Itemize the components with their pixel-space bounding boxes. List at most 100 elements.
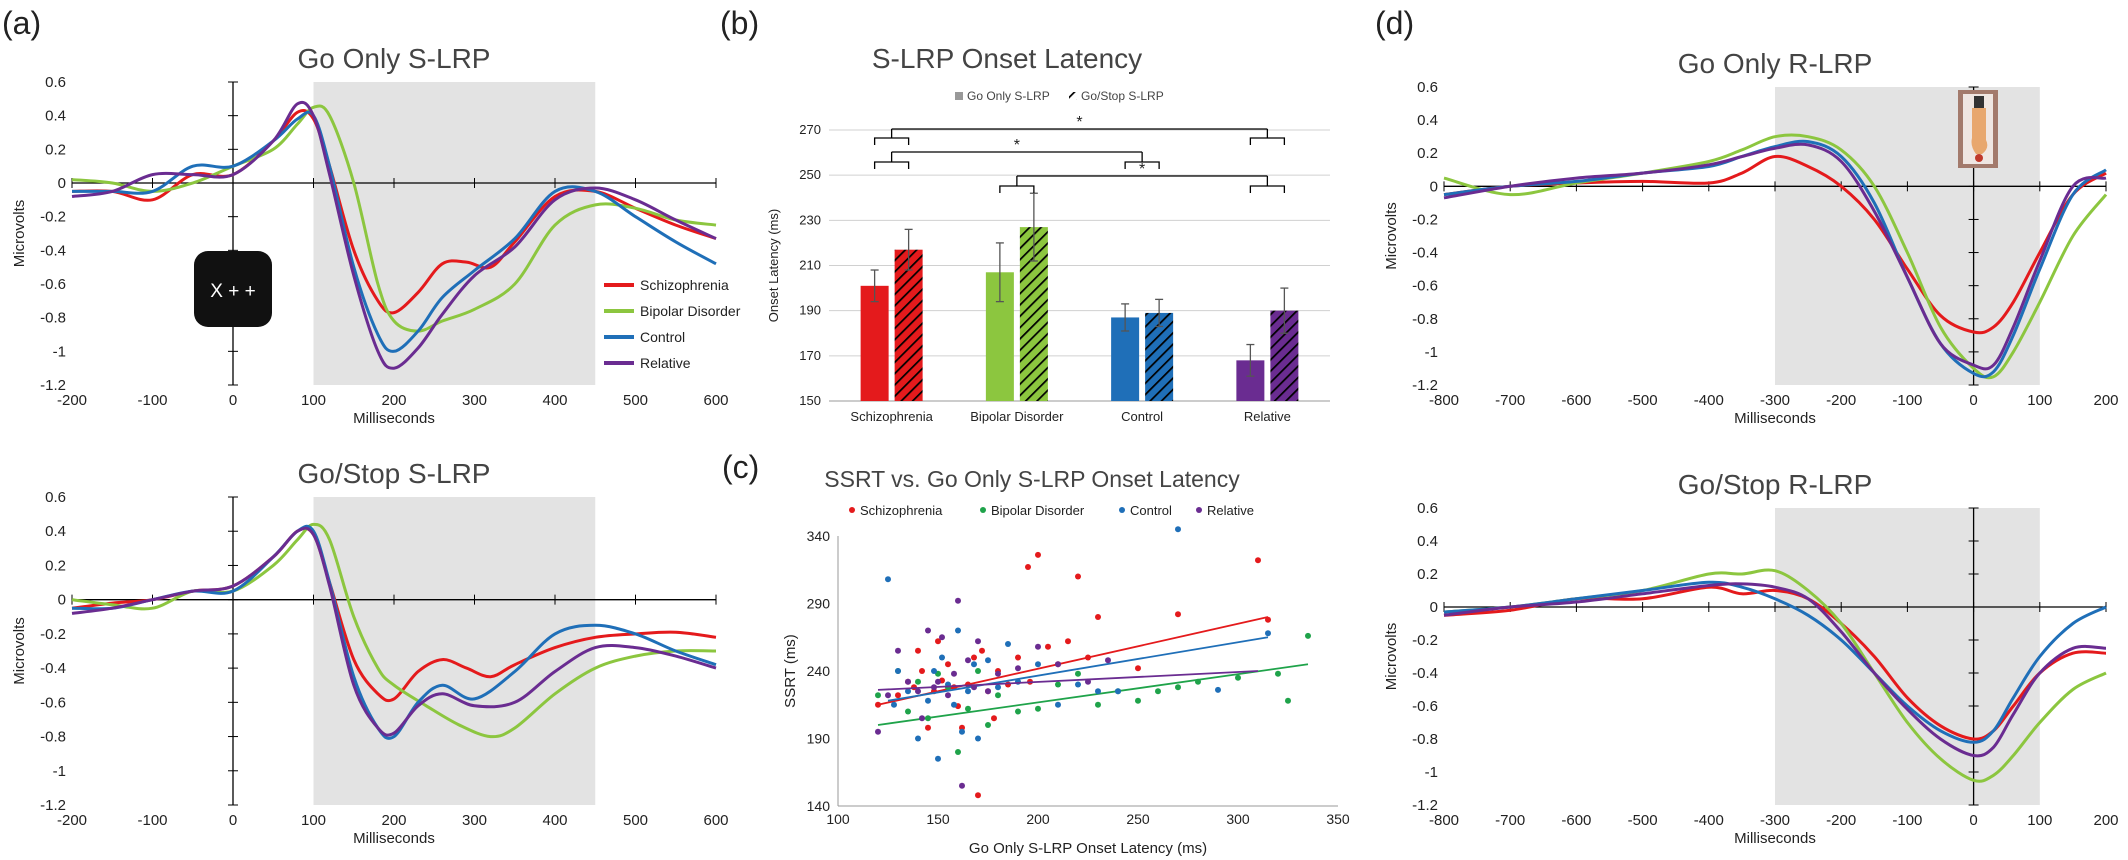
chart-title: Go Only S-LRP: [298, 43, 491, 74]
legend-marker: [980, 507, 986, 513]
point-relative: [945, 692, 951, 699]
point-control: [1115, 688, 1121, 695]
point-schizophrenia: [979, 647, 985, 654]
point-control: [925, 697, 931, 704]
point-relative: [985, 688, 991, 695]
y-tick-label: -0.6: [40, 276, 66, 293]
x-tick-label: 100: [301, 392, 326, 409]
point-schizophrenia: [991, 715, 997, 722]
x-axis-label: Milliseconds: [1734, 830, 1816, 847]
x-tick-label: 0: [229, 812, 237, 829]
panel-label-b: (b): [720, 5, 759, 41]
category-label: Control: [1121, 409, 1163, 424]
legend-label: Schizophrenia: [640, 277, 729, 293]
response-button: [1975, 154, 1983, 162]
y-tick-label: -1.2: [40, 377, 66, 394]
y-tick-label: -1: [1425, 344, 1438, 361]
x-tick-label: -100: [1892, 392, 1922, 409]
x-tick-label: -300: [1760, 392, 1790, 409]
chart-title: SSRT vs. Go Only S-LRP Onset Latency: [824, 466, 1240, 492]
y-tick-label: 230: [799, 212, 821, 227]
point-relative: [995, 670, 1001, 677]
legend-marker: [1119, 507, 1125, 513]
bar-go-stop: [1145, 312, 1174, 401]
point-bipolar-disorder: [1055, 681, 1061, 688]
point-schizophrenia: [1025, 564, 1031, 571]
point-control: [955, 627, 961, 634]
y-tick-label: -0.4: [40, 660, 66, 677]
x-tick-label: 500: [623, 392, 648, 409]
point-relative: [935, 678, 941, 685]
x-tick-label: 300: [462, 812, 487, 829]
y-tick-label: 190: [807, 731, 831, 747]
x-tick-label: 200: [381, 812, 406, 829]
y-tick-label: 290: [807, 596, 831, 612]
legend-marker: [849, 507, 855, 513]
chart-title: Go/Stop R-LRP: [1678, 469, 1873, 500]
legend-marker: [1196, 507, 1202, 513]
x-tick-label: -200: [1826, 392, 1856, 409]
point-schizophrenia: [935, 638, 941, 645]
series-line-relative: [1443, 582, 2107, 758]
point-relative: [925, 627, 931, 634]
y-tick-label: 0.6: [45, 74, 66, 91]
x-tick-label: 200: [381, 392, 406, 409]
y-tick-label: 0.2: [45, 141, 66, 158]
stimulus-box: [194, 251, 272, 327]
point-relative: [959, 782, 965, 789]
x-tick-label: -500: [1628, 392, 1658, 409]
point-schizophrenia: [1005, 681, 1011, 688]
shaded-window: [313, 497, 596, 805]
point-control: [935, 755, 941, 762]
point-relative: [939, 634, 945, 641]
point-control: [1265, 630, 1271, 637]
point-control: [1215, 686, 1221, 693]
significance-star: *: [1076, 114, 1082, 131]
series-line-relative: [1443, 142, 2107, 371]
point-control: [1035, 661, 1041, 668]
point-bipolar-disorder: [1035, 705, 1041, 712]
point-schizophrenia: [919, 668, 925, 674]
significance-star: *: [1139, 161, 1145, 178]
point-control: [891, 701, 897, 708]
x-tick-label: 300: [462, 392, 487, 409]
point-relative: [1055, 661, 1061, 668]
x-tick-label: -400: [1694, 812, 1724, 829]
y-tick-label: -1.2: [1412, 377, 1438, 394]
point-relative: [915, 688, 921, 695]
x-tick-label: 0: [1969, 812, 1977, 829]
series-line-relative: [71, 526, 717, 737]
y-tick-label: -1: [1425, 764, 1438, 781]
legend-label: Go/Stop S-LRP: [1081, 89, 1164, 103]
point-schizophrenia: [1175, 611, 1181, 618]
x-tick-label: 600: [703, 392, 728, 409]
point-control: [1005, 641, 1011, 647]
point-relative: [1015, 665, 1021, 672]
legend-swatch-solid: [955, 92, 963, 100]
y-tick-label: 0: [58, 175, 66, 192]
y-tick-label: -0.8: [40, 729, 66, 746]
point-relative: [919, 715, 925, 722]
y-tick-label: -0.8: [1412, 311, 1438, 328]
point-control: [959, 728, 965, 735]
point-control: [1095, 688, 1101, 695]
point-schizophrenia: [1065, 638, 1071, 645]
finger-shape: [1971, 108, 1988, 154]
y-tick-label: 150: [799, 393, 821, 408]
x-tick-label: 100: [826, 811, 850, 827]
point-schizophrenia: [1095, 614, 1101, 620]
point-bipolar-disorder: [995, 692, 1001, 699]
trendline-control: [887, 636, 1269, 702]
y-tick-label: 0.6: [45, 489, 66, 506]
y-tick-label: -0.6: [1412, 698, 1438, 715]
x-tick-label: -200: [57, 812, 87, 829]
trendline-bipolar-disorder: [877, 663, 1309, 726]
point-bipolar-disorder: [1155, 688, 1161, 695]
point-bipolar-disorder: [1015, 708, 1021, 715]
point-control: [951, 701, 957, 708]
y-tick-label: -0.4: [40, 242, 66, 259]
point-schizophrenia: [1075, 573, 1081, 580]
y-tick-label: 0: [1430, 599, 1438, 616]
